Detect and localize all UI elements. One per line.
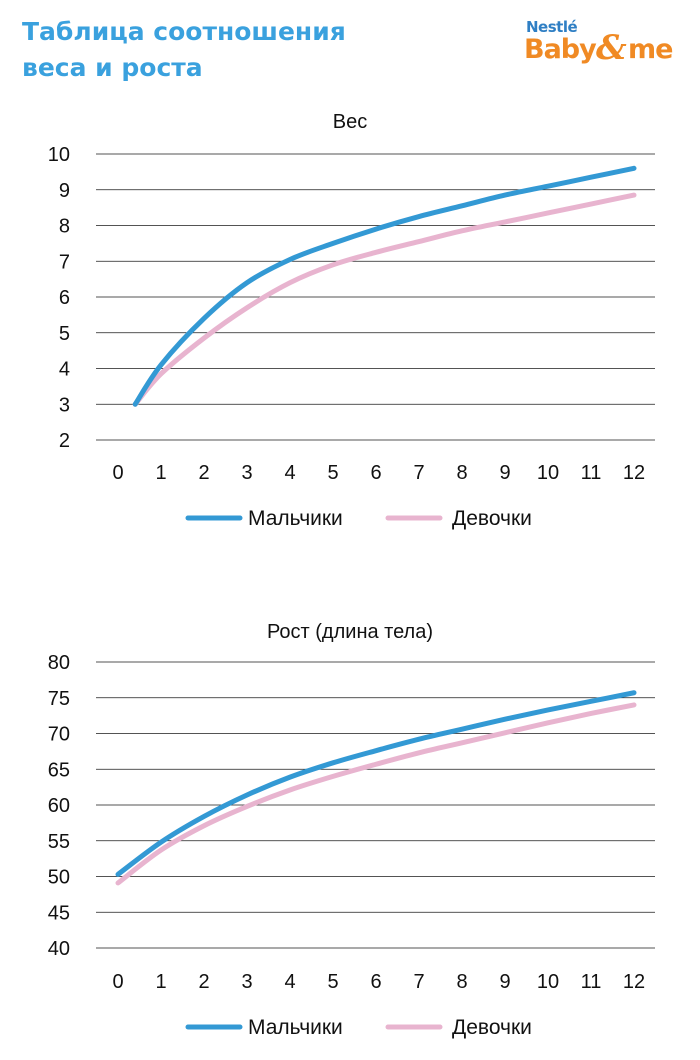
logo-text-baby: Baby bbox=[524, 34, 597, 65]
y-tick-label: 40 bbox=[48, 938, 70, 960]
x-tick-label: 0 bbox=[112, 971, 123, 993]
x-tick-label: 1 bbox=[155, 462, 166, 484]
y-tick-label: 65 bbox=[48, 759, 70, 781]
x-tick-label: 3 bbox=[241, 462, 252, 484]
y-tick-label: 55 bbox=[48, 831, 70, 853]
logo-text-me: me bbox=[628, 34, 673, 65]
y-tick-label: 6 bbox=[59, 287, 70, 309]
y-tick-label: 50 bbox=[48, 867, 70, 889]
x-tick-label: 2 bbox=[198, 462, 209, 484]
y-tick-label: 60 bbox=[48, 795, 70, 817]
y-tick-label: 45 bbox=[48, 902, 70, 924]
series-line-girls bbox=[132, 192, 637, 407]
x-tick-label: 7 bbox=[413, 462, 424, 484]
y-tick-label: 3 bbox=[59, 394, 70, 416]
legend-label: Девочки bbox=[452, 507, 532, 530]
x-tick-label: 1 bbox=[155, 971, 166, 993]
x-tick-label: 4 bbox=[284, 462, 295, 484]
x-tick-label: 8 bbox=[456, 462, 467, 484]
y-tick-label: 9 bbox=[59, 180, 70, 202]
brand-logo: Nestlé Baby & me bbox=[524, 18, 684, 72]
logo-text-nestle: Nestlé bbox=[526, 18, 578, 36]
y-tick-label: 4 bbox=[59, 359, 70, 381]
y-tick-label: 5 bbox=[59, 323, 70, 345]
y-tick-label: 80 bbox=[48, 652, 70, 674]
page-title-line-1: Таблица соотношения bbox=[22, 17, 346, 46]
chart-title: Вес bbox=[333, 111, 367, 133]
x-tick-label: 2 bbox=[198, 971, 209, 993]
series-line-boys bbox=[132, 165, 637, 407]
x-tick-label: 5 bbox=[327, 462, 338, 484]
x-tick-label: 10 bbox=[537, 462, 559, 484]
x-tick-label: 9 bbox=[499, 462, 510, 484]
x-tick-label: 12 bbox=[623, 971, 645, 993]
x-tick-label: 9 bbox=[499, 971, 510, 993]
page-title-line-2: веса и роста bbox=[22, 53, 203, 82]
legend-label: Девочки bbox=[452, 1016, 532, 1039]
logo-ampersand: & bbox=[596, 28, 627, 68]
x-tick-label: 12 bbox=[623, 462, 645, 484]
page-title: Таблица соотношения веса и роста bbox=[22, 14, 422, 86]
x-tick-label: 11 bbox=[581, 971, 602, 993]
x-tick-label: 4 bbox=[284, 971, 295, 993]
y-tick-label: 75 bbox=[48, 688, 70, 710]
x-tick-label: 7 bbox=[413, 971, 424, 993]
y-tick-label: 10 bbox=[48, 144, 70, 166]
x-tick-label: 3 bbox=[241, 971, 252, 993]
y-tick-label: 2 bbox=[59, 430, 70, 452]
x-tick-label: 0 bbox=[112, 462, 123, 484]
x-tick-label: 5 bbox=[327, 971, 338, 993]
x-tick-label: 6 bbox=[370, 971, 381, 993]
series-line-girls bbox=[115, 702, 637, 886]
legend-label: Мальчики bbox=[248, 507, 343, 530]
series-line-boys bbox=[115, 690, 637, 877]
x-tick-label: 11 bbox=[581, 462, 602, 484]
chart-title: Рост (длина тела) bbox=[267, 621, 433, 643]
y-tick-label: 70 bbox=[48, 724, 70, 746]
legend-label: Мальчики bbox=[248, 1016, 343, 1039]
y-tick-label: 8 bbox=[59, 216, 70, 238]
y-tick-label: 7 bbox=[59, 251, 70, 273]
x-tick-label: 8 bbox=[456, 971, 467, 993]
x-tick-label: 10 bbox=[537, 971, 559, 993]
x-tick-label: 6 bbox=[370, 462, 381, 484]
